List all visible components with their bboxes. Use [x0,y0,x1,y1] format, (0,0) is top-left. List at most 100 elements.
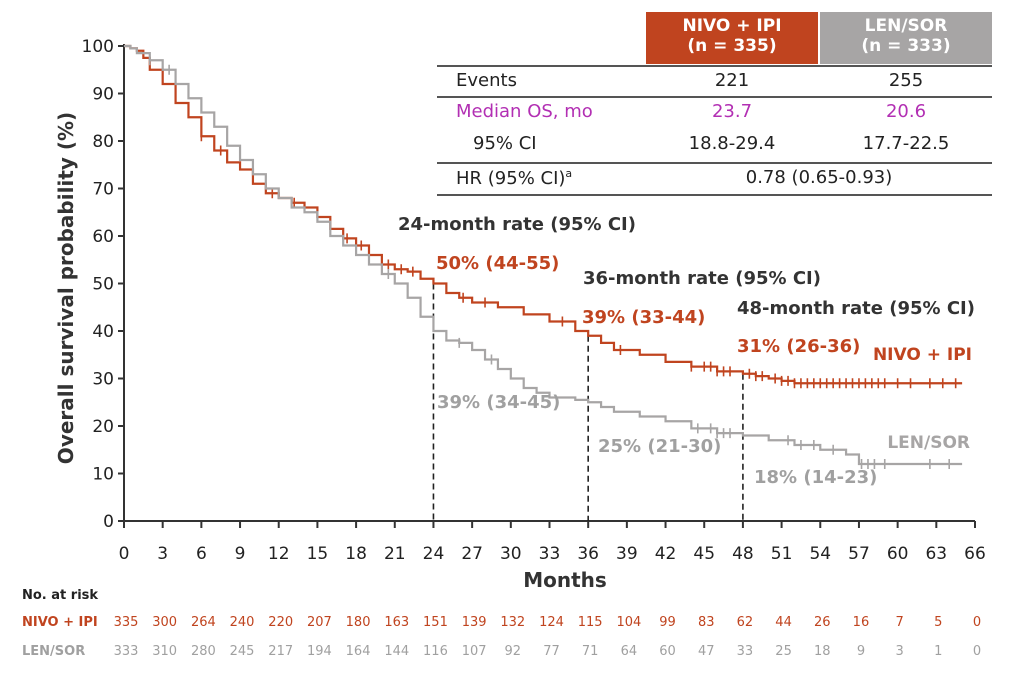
y-tick-label: 70 [92,180,114,200]
x-tick-label: 42 [655,544,677,564]
risk-value-len: 60 [659,644,676,659]
m36-len-rate: 25% (21-30) [598,436,722,457]
m24-heading: 24-month rate (95% CI) [398,214,636,235]
risk-value-nivo: 163 [384,615,410,630]
risk-value-len: 25 [775,644,792,659]
x-tick-label: 24 [423,544,445,564]
table-row-median: Median OS, mo 23.7 20.6 [437,97,992,127]
risk-value-len: 0 [972,644,982,659]
risk-value-nivo: 207 [306,615,332,630]
risk-value-nivo: 180 [345,615,371,630]
x-tick-label: 48 [732,544,754,564]
risk-value-nivo: 104 [616,615,642,630]
ci-nivo: 18.8-29.4 [688,133,776,154]
events-len: 255 [888,70,924,91]
risk-value-len: 92 [504,644,522,659]
table-rule-2 [437,162,992,164]
table-row-hr: HR (95% CI)a 0.78 (0.65-0.93) [437,163,992,193]
risk-title: No. at risk [22,588,99,603]
median-len: 20.6 [885,101,927,122]
risk-value-len: 64 [620,644,638,659]
x-tick-label: 36 [577,544,599,564]
risk-value-len: 164 [345,644,371,659]
x-tick-label: 9 [235,544,246,564]
risk-value-len: 33 [736,644,754,659]
risk-value-len: 3 [895,644,904,659]
m24-len-rate: 39% (34-45) [437,392,561,413]
risk-value-nivo: 335 [113,615,139,630]
risk-value-len: 116 [423,644,448,659]
x-tick-label: 18 [345,544,367,564]
y-tick-label: 60 [92,227,114,247]
hr-value: 0.78 (0.65-0.93) [745,167,893,188]
x-tick-label: 0 [119,544,130,564]
m48-nivo-rate: 31% (26-36) [737,336,861,357]
curve-len [124,44,963,466]
x-axis-title: Months [523,568,607,592]
events-nivo: 221 [714,70,750,91]
risk-value-len: 18 [813,644,831,659]
x-tick-label: 3 [157,544,168,564]
y-tick-label: 10 [92,465,114,485]
y-tick-label: 100 [82,37,114,57]
x-tick-label: 66 [964,544,986,564]
y-tick-label: 80 [92,132,114,152]
risk-value-len: 9 [856,644,866,659]
risk-value-nivo: 99 [659,615,676,630]
survival-curves [124,44,963,469]
risk-value-nivo: 264 [190,615,216,630]
table-rule-bottom [437,194,992,196]
x-tick-label: 57 [848,544,870,564]
events-label: Events [456,70,517,91]
risk-label-nivo: NIVO + IPI [22,615,98,630]
table-rule-1 [437,96,992,98]
risk-value-nivo: 83 [697,615,715,630]
x-tick-label: 39 [616,544,638,564]
x-tick-label: 60 [887,544,909,564]
table-header-nivo-name: NIVO + IPI [682,16,782,36]
risk-value-len: 217 [268,644,294,659]
table-header-len: LEN/SOR (n = 333) [820,12,992,64]
risk-value-len: 333 [113,644,139,659]
y-tick-label: 0 [103,512,114,532]
hr-label-text: HR (95% CI) [456,168,566,189]
risk-value-nivo: 44 [775,615,792,630]
x-tick-label: 45 [693,544,715,564]
x-tick-label: 21 [384,544,406,564]
risk-value-len: 310 [152,644,178,659]
hr-label-footnote: a [565,167,573,180]
risk-label-len: LEN/SOR [22,644,86,659]
ci-label: 95% CI [473,133,537,154]
y-tick-label: 20 [92,417,114,437]
risk-value-nivo: 16 [852,615,870,630]
risk-value-len: 245 [229,644,255,659]
x-tick-label: 15 [307,544,329,564]
m24-nivo-rate: 50% (44-55) [436,253,560,274]
risk-value-nivo: 26 [813,615,831,630]
y-tick-label: 40 [92,322,114,342]
risk-value-len: 47 [697,644,715,659]
risk-value-len: 1 [934,644,943,659]
table-row-ci: 95% CI 18.8-29.4 17.7-22.5 [437,129,992,159]
risk-value-nivo: 300 [152,615,178,630]
risk-value-len: 107 [461,644,487,659]
ci-len: 17.7-22.5 [862,133,950,154]
x-tick-label: 33 [539,544,561,564]
y-tick-label: 90 [92,85,114,105]
median-nivo: 23.7 [711,101,753,122]
risk-value-nivo: 5 [934,615,943,630]
x-tick-label: 63 [925,544,947,564]
m48-heading: 48-month rate (95% CI) [737,298,975,319]
table-rule-top [437,65,992,67]
risk-value-len: 144 [384,644,410,659]
x-tick-label: 51 [771,544,793,564]
median-label: Median OS, mo [456,101,593,122]
hr-label: HR (95% CI)a [456,167,572,189]
m36-nivo-rate: 39% (33-44) [582,307,706,328]
risk-value-len: 77 [543,644,560,659]
risk-value-nivo: 151 [423,615,448,630]
risk-value-nivo: 240 [229,615,255,630]
risk-value-nivo: 124 [539,615,564,630]
risk-value-nivo: 0 [972,615,982,630]
